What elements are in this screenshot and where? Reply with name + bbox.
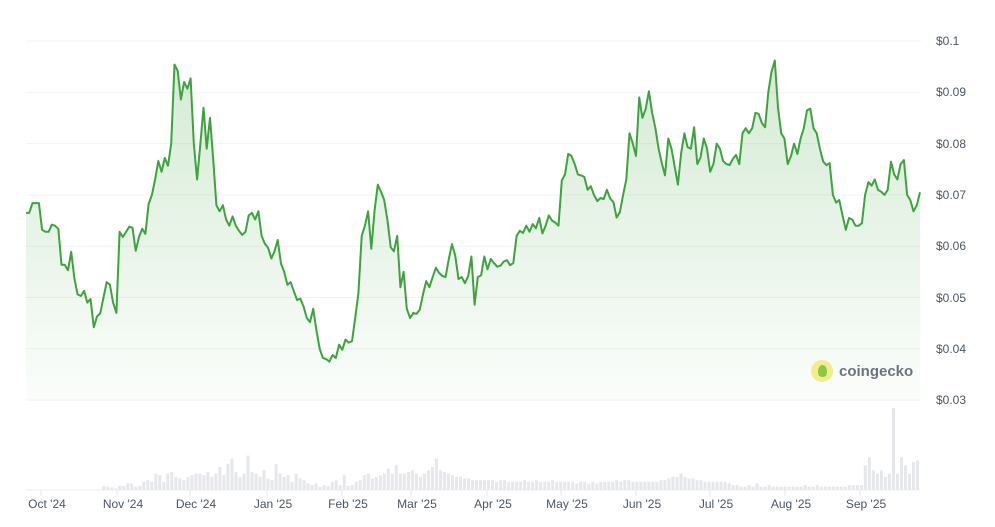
x-tick-label: Jan '25 xyxy=(253,497,293,511)
x-tick-label: Jun '25 xyxy=(622,497,662,511)
x-tick-label: Feb '25 xyxy=(328,497,368,511)
y-tick-label: $0.05 xyxy=(936,290,967,305)
price-area-fill xyxy=(26,60,920,400)
brand-text: coingecko xyxy=(839,362,914,380)
y-tick-label: $0.09 xyxy=(936,85,967,100)
x-tick-label: Aug '25 xyxy=(770,497,812,511)
coingecko-gecko-icon xyxy=(811,360,833,382)
y-tick-label: $0.03 xyxy=(936,393,967,408)
y-tick-label: $0.06 xyxy=(936,239,967,254)
x-tick-label: Mar '25 xyxy=(397,497,437,511)
volume-bars xyxy=(26,408,920,491)
price-line[interactable] xyxy=(26,59,921,363)
y-tick-label: $0.04 xyxy=(936,341,967,356)
y-tick-label: $0.07 xyxy=(936,187,967,202)
x-tick-label: Nov '24 xyxy=(102,497,144,511)
coingecko-watermark: coingecko xyxy=(811,360,913,382)
x-tick-label: Oct '24 xyxy=(28,497,66,511)
x-tick-label: Dec '24 xyxy=(175,497,217,511)
x-tick-label: Sep '25 xyxy=(845,497,887,511)
x-tick-label: Apr '25 xyxy=(474,497,512,511)
x-tick-label: Jul '25 xyxy=(698,497,734,511)
y-tick-label: $0.08 xyxy=(936,136,967,151)
y-tick-label: $0.1 xyxy=(936,34,960,48)
x-tick-label: May '25 xyxy=(546,497,588,511)
